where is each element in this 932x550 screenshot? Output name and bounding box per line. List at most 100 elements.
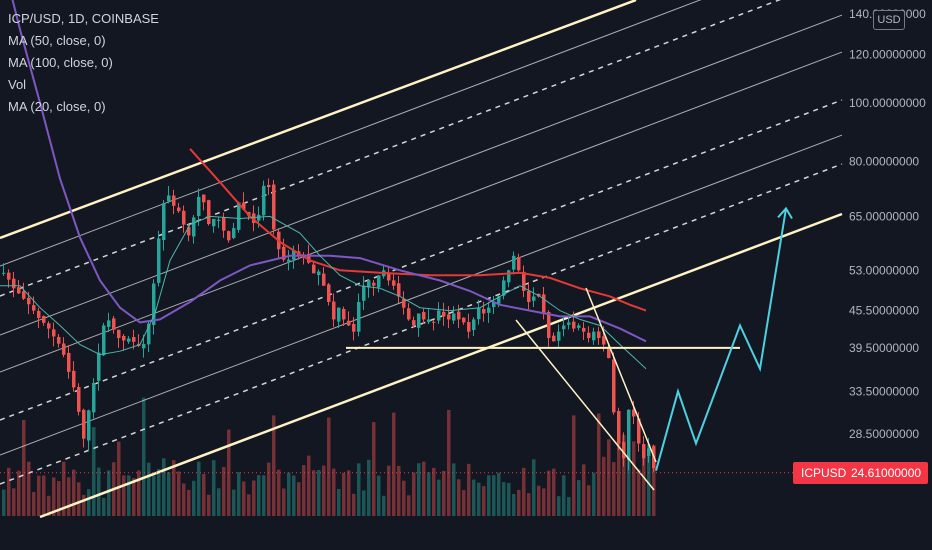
volume-bar	[187, 489, 191, 516]
volume-bar	[342, 472, 346, 516]
legend-ma50[interactable]: MA (50, close, 0)	[8, 33, 106, 48]
volume-bar	[97, 467, 101, 516]
volume-bar	[317, 470, 321, 516]
candle-body	[467, 322, 471, 332]
volume-bar	[207, 494, 211, 516]
candle-body	[402, 298, 406, 308]
candle-body	[557, 331, 561, 341]
channel-parallel-line	[0, 51, 843, 373]
candle-body	[102, 325, 106, 356]
volume-bar	[642, 447, 646, 516]
candle-body	[322, 273, 326, 286]
volume-bar	[102, 497, 106, 516]
candle-body	[542, 294, 546, 314]
projection-arrowhead	[777, 206, 793, 219]
indicator-legend: ICP/USD, 1D, COINBASE MA (50, close, 0) …	[8, 8, 159, 118]
volume-bar	[497, 472, 501, 516]
volume-bar	[162, 458, 166, 516]
volume-bar	[537, 485, 541, 516]
volume-bar	[652, 445, 656, 516]
candlestick-series	[2, 178, 656, 472]
symbol-title[interactable]: ICP/USD, 1D, COINBASE	[8, 11, 159, 26]
candle-body	[147, 323, 151, 345]
candle-body	[127, 338, 131, 342]
candle-body	[112, 318, 116, 330]
volume-bar	[557, 496, 561, 516]
volume-bar	[2, 489, 6, 516]
channel-parallel-line	[0, 0, 782, 297]
currency-badge[interactable]: USD	[873, 10, 905, 30]
price-axis-label: 39.50000000	[849, 341, 919, 355]
candle-body	[267, 184, 271, 188]
candle-body	[82, 409, 86, 439]
volume-bar	[52, 477, 56, 516]
candle-body	[492, 302, 496, 308]
candle-body	[477, 307, 481, 320]
legend-volume[interactable]: Vol	[8, 77, 27, 92]
candle-body	[272, 184, 276, 230]
volume-bar	[622, 434, 626, 516]
volume-bar	[517, 489, 521, 516]
candle-body	[607, 346, 611, 359]
volume-bar	[392, 412, 396, 516]
candle-body	[562, 325, 566, 330]
volume-bar	[172, 460, 176, 516]
volume-bar	[577, 480, 581, 516]
volume-bar	[252, 480, 256, 516]
volume-bar	[87, 489, 91, 516]
candle-body	[32, 305, 36, 311]
candle-body	[202, 194, 206, 203]
candle-body	[397, 283, 401, 297]
volume-bar	[552, 468, 556, 516]
volume-bar	[282, 488, 286, 516]
candle-body	[497, 296, 501, 304]
volume-bar	[367, 459, 371, 516]
legend-ma100[interactable]: MA (100, close, 0)	[8, 55, 113, 70]
volume-bar	[417, 463, 421, 516]
candle-body	[597, 331, 601, 339]
candle-body	[487, 307, 491, 313]
candle-body	[257, 214, 261, 221]
candle-body	[92, 382, 96, 413]
volume-bar	[407, 495, 411, 516]
volume-bar	[122, 475, 126, 516]
volume-bar	[477, 482, 481, 516]
volume-bar	[32, 491, 36, 516]
pitchfork-channel-lines	[0, 0, 843, 519]
drawing-overlays	[0, 206, 793, 491]
candle-body	[27, 297, 31, 305]
volume-bar	[37, 475, 41, 516]
channel-upper-line	[0, 0, 637, 240]
volume-bar	[12, 488, 16, 516]
candle-body	[227, 231, 231, 241]
candle-body	[602, 336, 606, 345]
price-axis-label: 80.00000000	[849, 155, 919, 169]
volume-bar	[442, 470, 446, 516]
volume-bar	[297, 482, 301, 516]
candle-body	[522, 271, 526, 292]
volume-bar	[487, 475, 491, 516]
candle-body	[532, 296, 536, 301]
volume-bar	[422, 461, 426, 516]
volume-bar	[647, 444, 651, 516]
candle-body	[622, 441, 626, 459]
candle-body	[177, 207, 181, 212]
price-axis-label: 53.00000000	[849, 263, 919, 277]
volume-bar	[522, 467, 526, 516]
volume-bar	[217, 488, 221, 516]
candle-body	[182, 210, 186, 225]
volume-bar	[617, 442, 621, 516]
candle-body	[107, 320, 111, 327]
volume-bar	[437, 479, 441, 516]
volume-bar	[402, 480, 406, 516]
volume-bar	[492, 475, 496, 516]
candle-body	[447, 314, 451, 320]
candle-body	[317, 271, 321, 276]
volume-bar	[47, 495, 51, 516]
candle-body	[157, 238, 161, 283]
volume-bar	[372, 422, 376, 516]
volume-bar	[547, 470, 551, 516]
legend-ma20[interactable]: MA (20, close, 0)	[8, 99, 106, 114]
